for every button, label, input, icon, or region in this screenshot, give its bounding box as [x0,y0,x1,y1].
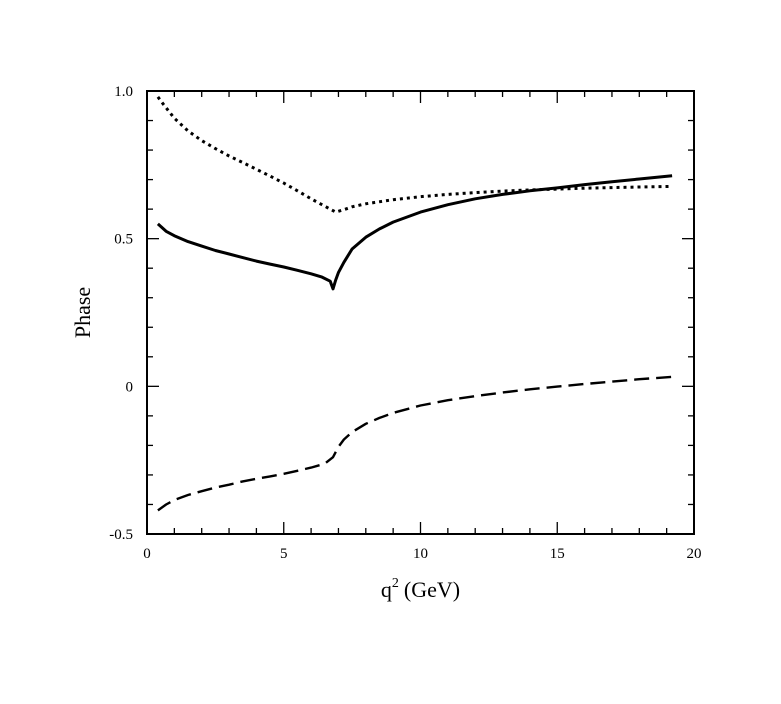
x-tick-label: 20 [687,546,702,562]
series-line-dashed [157,375,673,512]
series-line-dotted [156,96,673,214]
y-axis-title: Phase [70,287,95,338]
tick-layer [146,90,695,535]
x-tick-label: 15 [550,546,565,562]
x-tick-label: 10 [413,546,428,562]
y-tick-label: 0.5 [114,232,133,248]
x-tick-label: 0 [143,546,151,562]
label-layer: 0 5 10 15 20 -0.5 0 0.5 1.0 [109,84,701,562]
y-tick-label: -0.5 [109,527,133,543]
series-layer [156,96,673,512]
y-tick-label: 0 [126,379,134,395]
x-axis-title-base: q [381,577,392,602]
x-axis-title-superscript: 2 [392,576,399,591]
x-axis-title-unit: (GeV) [404,577,460,602]
x-axis-title: q2 (GeV) [381,576,460,602]
series-line-solid [156,174,673,291]
plot-frame [146,90,695,535]
x-tick-label: 5 [280,546,288,562]
y-tick-label: 1.0 [114,84,133,100]
